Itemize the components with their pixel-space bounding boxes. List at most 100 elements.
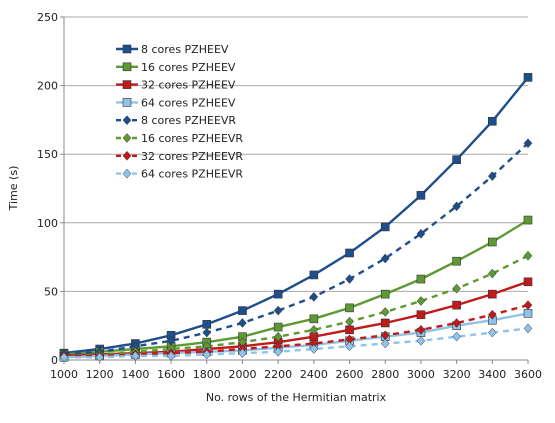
x-tick-labels: 1000 1200 1400 1600 1800 2000 2200 2400 2600 2800… [50, 368, 542, 381]
data-point [238, 348, 247, 359]
x-tick-label: 1400 [121, 368, 149, 381]
data-point [416, 310, 426, 320]
y-tick-label: 200 [37, 80, 58, 93]
data-point [487, 309, 497, 320]
data-point [523, 215, 533, 225]
legend-item: 64 cores PZHEEV [116, 96, 236, 109]
data-point [166, 351, 176, 361]
data-point [345, 274, 354, 284]
data-point [345, 341, 354, 352]
x-tick-label: 2600 [336, 368, 364, 381]
data-point [202, 349, 212, 360]
data-point [488, 237, 497, 247]
series-line [63, 254, 529, 358]
legend-item: 16 cores PZHEEV [116, 61, 236, 74]
x-tick-label: 2000 [228, 368, 256, 381]
series-line [63, 142, 529, 356]
data-point [487, 268, 497, 279]
legend-label: 64 cores PZHEEV [141, 96, 236, 109]
y-tick-label: 0 [51, 354, 58, 367]
legend-marker [122, 98, 132, 107]
data-point [416, 296, 426, 306]
x-tick-label: 2400 [300, 368, 328, 381]
data-point [523, 300, 533, 310]
data-point [345, 303, 354, 313]
series-line [63, 219, 529, 356]
legend-label: 32 cores PZHEEVR [141, 150, 243, 163]
data-point [416, 228, 426, 239]
data-point [452, 300, 461, 310]
data-point [523, 277, 533, 287]
data-point [309, 270, 319, 280]
data-point [273, 305, 283, 316]
data-point [523, 138, 533, 149]
x-tick-label: 3000 [407, 368, 435, 381]
x-tick-label: 3600 [514, 368, 542, 381]
legend-item: 64 cores PZHEEVR [116, 168, 243, 181]
x-tick-label: 3200 [443, 368, 471, 381]
data-point [309, 314, 319, 324]
y-tick-label: 50 [44, 285, 58, 298]
legend-item: 32 cores PZHEEVR [116, 150, 243, 163]
legend-label: 16 cores PZHEEVR [141, 132, 243, 145]
data-point [380, 289, 390, 299]
series-1 [59, 73, 533, 358]
data-point [202, 327, 212, 338]
data-point [416, 191, 426, 200]
x-tick-label: 2200 [264, 368, 292, 381]
data-point [309, 324, 319, 335]
data-point [488, 116, 497, 126]
y-tick-labels: 0 50 100 150 200 250 [37, 11, 58, 367]
legend-label: 8 cores PZHEEVR [141, 114, 236, 127]
legend-item: 8 cores PZHEEVR [116, 114, 236, 127]
x-tick-label: 3400 [478, 368, 506, 381]
data-point [59, 352, 69, 363]
y-axis-title: Time (s) [7, 166, 20, 212]
data-point [452, 155, 461, 164]
data-point [488, 289, 497, 299]
data-point [523, 73, 533, 82]
data-point [309, 344, 319, 354]
legend-label: 64 cores PZHEEVR [141, 168, 243, 181]
series-line [64, 303, 529, 358]
legend-label: 32 cores PZHEEV [141, 79, 236, 92]
legend-marker [122, 133, 132, 143]
data-point [416, 335, 426, 346]
legend-item: 8 cores PZHEEV [116, 43, 229, 56]
data-point [202, 320, 212, 329]
data-point [273, 331, 283, 342]
data-point [523, 250, 533, 261]
legend-label: 16 cores PZHEEV [141, 61, 236, 74]
data-point [452, 256, 461, 266]
data-point [380, 307, 390, 317]
data-point [273, 346, 283, 357]
data-point [131, 351, 140, 361]
legend-marker [122, 150, 132, 161]
data-point [380, 338, 390, 349]
data-point [380, 253, 390, 264]
x-tick-label: 1800 [193, 368, 221, 381]
series-8 [59, 323, 533, 363]
series-line [63, 76, 529, 355]
data-point [416, 324, 426, 335]
legend-label: 8 cores PZHEEV [141, 43, 229, 56]
data-point [416, 274, 426, 284]
data-point [452, 331, 461, 342]
legend-item: 16 cores PZHEEVR [116, 132, 243, 145]
legend-marker [122, 80, 132, 89]
legend: 8 cores PZHEEV 16 cores PZHEEV 32 cores PZ… [116, 43, 243, 181]
data-point [452, 201, 461, 212]
legend-marker [122, 44, 132, 54]
data-point [345, 325, 354, 335]
x-tick-label: 1200 [86, 368, 114, 381]
x-tick-label: 1600 [157, 368, 185, 381]
data-point [487, 171, 497, 182]
data-point [345, 316, 354, 327]
data-point [487, 327, 497, 338]
x-tick-label: 2800 [371, 368, 399, 381]
x-tick-label: 1000 [50, 368, 78, 381]
data-point [523, 323, 533, 334]
data-point [273, 322, 283, 332]
legend-marker [122, 115, 132, 126]
